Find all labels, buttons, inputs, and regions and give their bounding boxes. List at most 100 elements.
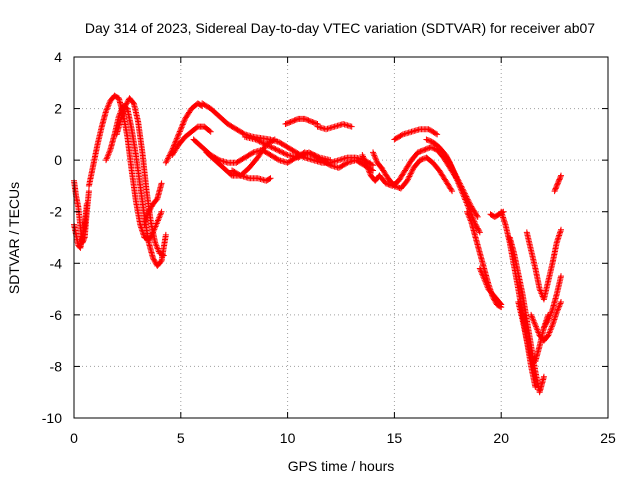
data-point (537, 287, 544, 294)
data-point (556, 303, 563, 310)
data-point (147, 204, 154, 211)
data-point (476, 265, 483, 272)
data-point (476, 228, 483, 235)
data-point (547, 312, 554, 319)
y-tick-label: 4 (54, 49, 62, 65)
data-point (104, 154, 111, 161)
data-point (105, 102, 112, 109)
data-point (152, 258, 159, 265)
data-point (283, 151, 290, 158)
data-point (296, 153, 303, 160)
data-point (106, 100, 113, 107)
data-point (180, 120, 187, 127)
data-point (423, 145, 430, 152)
data-point (446, 158, 453, 165)
data-point (293, 116, 300, 123)
x-tick-label: 5 (177, 430, 185, 446)
data-point (153, 244, 160, 251)
data-point (104, 152, 111, 159)
y-tick-label: -6 (50, 307, 63, 323)
data-point (464, 200, 471, 207)
data-point (552, 185, 559, 192)
data-point (479, 271, 486, 278)
data-point (305, 117, 312, 124)
data-point (451, 171, 458, 178)
data-point (373, 158, 380, 165)
data-point (273, 146, 280, 153)
data-point (158, 180, 165, 187)
data-point (173, 135, 180, 142)
data-point (558, 226, 565, 233)
data-point (442, 151, 449, 158)
data-point (554, 180, 561, 187)
data-point (409, 167, 416, 174)
y-tick-label: -4 (50, 255, 63, 271)
data-point (531, 320, 538, 327)
data-point (274, 156, 281, 163)
data-point (162, 159, 169, 166)
data-point (548, 309, 555, 316)
data-point (556, 301, 563, 308)
data-point (122, 102, 129, 109)
data-point (542, 322, 549, 329)
data-point (260, 140, 267, 147)
data-point (370, 150, 377, 157)
data-point (414, 149, 421, 156)
data-point (553, 182, 560, 189)
y-tick-label: 0 (54, 152, 62, 168)
data-point (271, 145, 278, 152)
data-point (180, 118, 187, 125)
data-point (122, 101, 129, 108)
data-point (365, 166, 372, 173)
data-point (172, 139, 179, 146)
data-point (364, 163, 371, 170)
x-tick-label: 25 (600, 430, 616, 446)
data-point (545, 317, 552, 324)
data-point (104, 103, 111, 110)
data-point (443, 153, 450, 160)
data-point (540, 373, 547, 380)
data-point (548, 308, 555, 315)
data-point (265, 142, 272, 149)
data-point (103, 108, 110, 115)
data-point (177, 127, 184, 134)
data-point (363, 160, 370, 167)
data-point (529, 314, 536, 321)
data-point (448, 164, 455, 171)
data-point (266, 175, 273, 182)
data-point (311, 151, 318, 158)
data-point (483, 281, 490, 288)
data-point (536, 331, 543, 338)
data-point (157, 258, 164, 265)
data-point (445, 157, 452, 164)
data-point (299, 152, 306, 159)
data-point (420, 147, 427, 154)
data-point (252, 136, 259, 143)
x-tick-label: 20 (493, 430, 509, 446)
data-point (124, 99, 131, 106)
data-point (434, 131, 441, 138)
data-point (279, 149, 286, 156)
data-point (530, 317, 537, 324)
data-point (417, 157, 424, 164)
x-tick-label: 10 (280, 430, 296, 446)
y-tick-label: -10 (42, 410, 62, 426)
data-point (426, 137, 433, 144)
data-point (106, 149, 113, 156)
data-point (479, 272, 486, 279)
data-point (105, 151, 112, 158)
data-point (360, 154, 367, 161)
data-point (160, 252, 167, 259)
x-tick-label: 0 (70, 430, 78, 446)
data-point (474, 225, 481, 232)
data-point (382, 180, 389, 187)
data-point (444, 155, 451, 162)
y-tick-label: 2 (54, 101, 62, 117)
data-point (446, 159, 453, 166)
x-axis-label: GPS time / hours (288, 458, 395, 474)
data-point (311, 120, 318, 127)
data-point (156, 214, 163, 221)
data-point (288, 118, 295, 125)
data-point (301, 115, 308, 122)
data-point (85, 188, 92, 195)
